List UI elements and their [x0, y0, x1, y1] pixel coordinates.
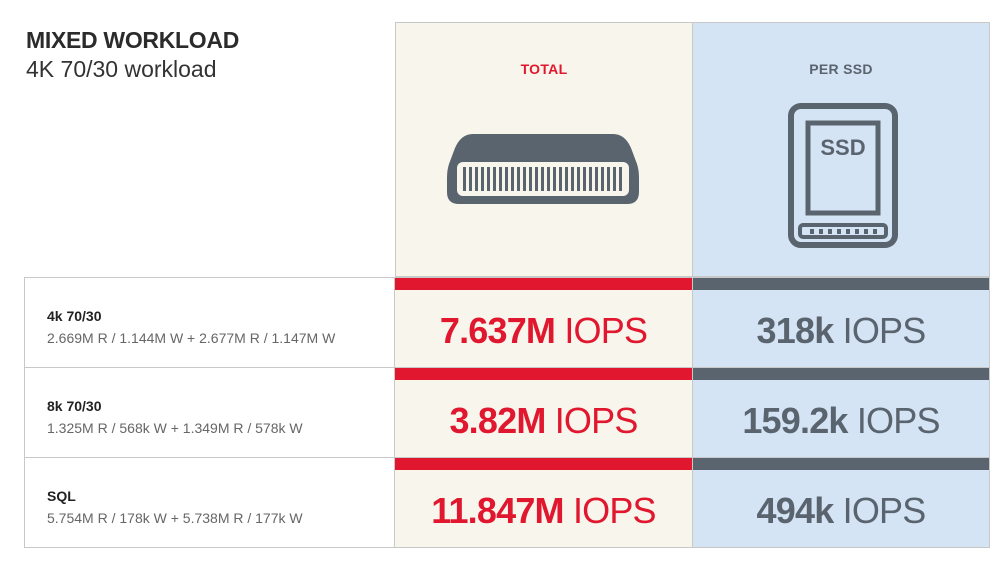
row-label-cell: SQL 5.754M R / 178k W + 5.738M R / 177k …: [24, 457, 395, 548]
total-value-cell: 3.82M IOPS: [395, 367, 693, 458]
table-row: 4k 70/30 2.669M R / 1.144M W + 2.677M R …: [24, 277, 990, 368]
per-ssd-value: 159.2k IOPS: [693, 400, 989, 442]
total-value: 7.637M IOPS: [395, 310, 692, 352]
total-number: 7.637M: [439, 310, 556, 351]
total-accent-bar: [395, 368, 692, 380]
row-detail: 1.325M R / 568k W + 1.349M R / 578k W: [47, 420, 303, 436]
per-ssd-value: 494k IOPS: [693, 490, 989, 532]
page-title: MIXED WORKLOAD: [26, 27, 240, 53]
total-unit: IOPS: [554, 400, 639, 441]
per-ssd-accent-bar: [693, 458, 989, 470]
total-accent-bar: [395, 458, 692, 470]
row-detail: 2.669M R / 1.144M W + 2.677M R / 1.147M …: [47, 330, 336, 346]
row-label-cell: 4k 70/30 2.669M R / 1.144M W + 2.677M R …: [24, 277, 395, 368]
ssd-icon: SSD: [788, 103, 898, 248]
title-block: MIXED WORKLOAD 4K 70/30 workload: [26, 26, 239, 84]
ssd-icon-label: SSD: [820, 135, 865, 160]
table-row: SQL 5.754M R / 178k W + 5.738M R / 177k …: [24, 457, 990, 548]
per-ssd-number: 318k: [756, 310, 835, 351]
row-detail: 5.754M R / 178k W + 5.738M R / 177k W: [47, 510, 303, 526]
row-name: SQL: [47, 488, 76, 504]
row-name: 4k 70/30: [47, 308, 102, 324]
total-value: 11.847M IOPS: [395, 490, 692, 532]
per-ssd-unit: IOPS: [842, 490, 927, 531]
per-ssd-value-cell: 494k IOPS: [693, 457, 990, 548]
per-ssd-column-header: PER SSD SSD: [693, 22, 990, 277]
per-ssd-accent-bar: [693, 278, 989, 290]
total-unit: IOPS: [572, 490, 657, 531]
row-label-cell: 8k 70/30 1.325M R / 568k W + 1.349M R / …: [24, 367, 395, 458]
table-row: 8k 70/30 1.325M R / 568k W + 1.349M R / …: [24, 367, 990, 458]
total-column-label: TOTAL: [520, 61, 568, 77]
page-subtitle: 4K 70/30 workload: [26, 56, 217, 82]
per-ssd-value: 318k IOPS: [693, 310, 989, 352]
total-accent-bar: [395, 278, 692, 290]
total-value: 3.82M IOPS: [395, 400, 692, 442]
per-ssd-unit: IOPS: [856, 400, 941, 441]
row-name: 8k 70/30: [47, 398, 102, 414]
per-ssd-value-cell: 159.2k IOPS: [693, 367, 990, 458]
server-icon: [447, 134, 639, 204]
per-ssd-unit: IOPS: [842, 310, 927, 351]
total-unit: IOPS: [564, 310, 648, 351]
per-ssd-number: 494k: [756, 490, 835, 531]
per-ssd-value-cell: 318k IOPS: [693, 277, 990, 368]
per-ssd-accent-bar: [693, 368, 989, 380]
per-ssd-column-label: PER SSD: [809, 61, 873, 77]
total-number: 11.847M: [431, 490, 564, 531]
per-ssd-number: 159.2k: [742, 400, 848, 441]
total-value-cell: 7.637M IOPS: [395, 277, 693, 368]
total-value-cell: 11.847M IOPS: [395, 457, 693, 548]
total-number: 3.82M: [449, 400, 546, 441]
total-column-header: TOTAL: [395, 22, 693, 277]
